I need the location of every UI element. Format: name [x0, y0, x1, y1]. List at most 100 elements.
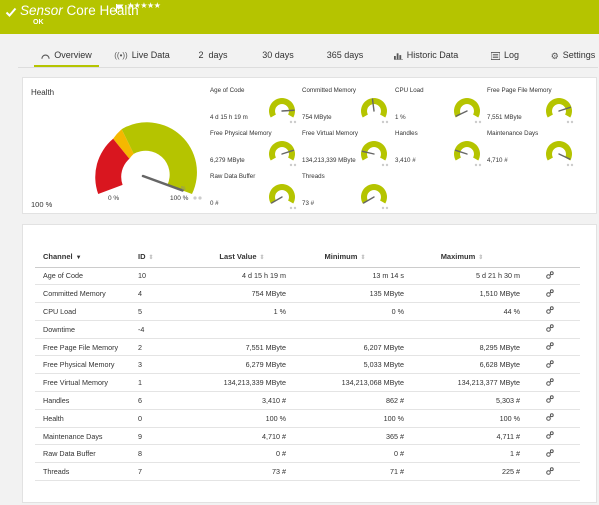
cell-channel[interactable]: Age of Code: [35, 267, 138, 286]
cell-channel[interactable]: Free Virtual Memory: [35, 373, 138, 393]
cell-channel[interactable]: Health: [35, 409, 138, 428]
cell-channel[interactable]: Committed Memory: [35, 284, 138, 304]
cell-last-value: 6,279 MByte: [198, 355, 286, 375]
tab-settings[interactable]: ⚙ Settings: [548, 43, 598, 67]
table-row[interactable]: Committed Memory 4 754 MByte 135 MByte 1,510…: [35, 284, 580, 304]
channel-settings-cell: [520, 267, 580, 286]
channel-settings-icon[interactable]: [546, 271, 554, 279]
mini-gauge-dot: [381, 163, 385, 167]
cell-channel[interactable]: Threads: [35, 462, 138, 482]
status-label: OK: [33, 19, 44, 26]
mini-gauge-value: 134,213,339 MByte: [302, 157, 356, 164]
table-row[interactable]: Raw Data Buffer 8 0 #0 #1 #: [35, 444, 580, 464]
mini-gauge-dot: [289, 120, 293, 124]
tab-live-data[interactable]: ((•)) Live Data: [114, 43, 170, 67]
health-min-label: 0 %: [108, 195, 120, 202]
channel-settings-icon[interactable]: [546, 306, 554, 315]
cell-maximum: 5 d 21 h 30 m: [404, 267, 520, 286]
channel-settings-icon[interactable]: [546, 466, 554, 475]
table-row[interactable]: Free Page File Memory 2 7,551 MByte 6,207 M…: [35, 338, 580, 357]
mini-gauge[interactable]: Free Physical Memory 6,279 MByte: [210, 129, 300, 169]
cell-channel[interactable]: Maintenance Days: [35, 427, 138, 446]
mini-gauge-name: Age of Code: [210, 87, 245, 94]
col-id[interactable]: ID ⇕: [138, 247, 198, 268]
table-row[interactable]: Downtime -4: [35, 320, 580, 339]
mini-gauge-dot: [289, 206, 293, 210]
mini-gauge-value: 7,551 MByte: [487, 114, 522, 121]
tab-30-days[interactable]: 30 days: [262, 50, 294, 60]
cell-channel[interactable]: Handles: [35, 391, 138, 410]
col-minimum[interactable]: Minimum ⇕: [286, 247, 404, 268]
mini-gauge-dot: [570, 163, 574, 167]
tab-historic-data[interactable]: Historic Data: [393, 43, 459, 67]
cell-id: 7: [138, 462, 198, 482]
cell-last-value: 4 d 15 h 19 m: [198, 267, 286, 286]
flag-icon[interactable]: [116, 4, 124, 13]
tab-overview[interactable]: Overview: [34, 43, 99, 67]
cell-channel[interactable]: Downtime: [35, 320, 138, 339]
channel-settings-icon[interactable]: [546, 413, 554, 422]
channel-settings-icon[interactable]: [546, 395, 554, 404]
cell-last-value: 1 %: [198, 302, 286, 321]
tab-2-days[interactable]: 2 days: [198, 50, 228, 60]
table-row[interactable]: Free Virtual Memory 1 134,213,339 MByte 134…: [35, 373, 580, 393]
tab-365-days[interactable]: 365 days: [326, 50, 364, 60]
mini-gauge[interactable]: Handles 3,410 #: [395, 129, 485, 169]
sort-icon: ⇕: [478, 255, 484, 262]
cell-minimum: 71 #: [286, 462, 404, 482]
table-row[interactable]: Threads 7 73 #71 #225 #: [35, 462, 580, 482]
mini-gauge-dial: [546, 98, 574, 124]
cell-channel[interactable]: Free Page File Memory: [35, 338, 138, 357]
mini-gauge-dot: [478, 120, 482, 124]
channel-settings-icon[interactable]: [546, 449, 554, 457]
channel-settings-icon[interactable]: [546, 342, 554, 350]
table-row[interactable]: Maintenance Days 9 4,710 #365 #4,711 #: [35, 427, 580, 446]
gauge-icon: [41, 54, 50, 59]
cell-maximum: 134,213,377 MByte: [404, 373, 520, 393]
mini-gauge-band: [269, 141, 295, 161]
svg-text:%: %: [181, 186, 186, 192]
table-row[interactable]: CPU Load 5 1 % 0 % 44 %: [35, 302, 580, 321]
col-last-value[interactable]: Last Value ⇕: [198, 247, 286, 268]
cell-id: 0: [138, 409, 198, 428]
cell-maximum: 4,711 #: [404, 427, 520, 446]
mini-gauge-value: 6,279 MByte: [210, 157, 245, 164]
cell-last-value: 4,710 #: [198, 427, 286, 446]
channel-settings-icon[interactable]: [546, 324, 554, 333]
col-maximum[interactable]: Maximum ⇕: [404, 247, 520, 268]
priority-stars[interactable]: ★★★★★: [127, 1, 161, 10]
table-row[interactable]: Free Physical Memory 3 6,279 MByte 5,033 MB…: [35, 355, 580, 375]
gauge-band-red: [95, 138, 130, 194]
mini-gauge[interactable]: Free Virtual Memory 134,213,339 MByte: [302, 129, 392, 169]
cell-channel[interactable]: CPU Load: [35, 302, 138, 321]
channel-settings-icon[interactable]: [546, 288, 554, 297]
mini-gauge[interactable]: Raw Data Buffer 0 #: [210, 172, 300, 212]
mini-gauge-dial: [361, 141, 389, 167]
mini-gauge-dot: [566, 120, 570, 124]
table-row[interactable]: Handles 6 3,410 #862 #5,303 #: [35, 391, 580, 410]
mini-gauge[interactable]: Maintenance Days 4,710 #: [487, 129, 577, 169]
mini-gauge-band: [361, 98, 387, 118]
mini-gauge-dial: [454, 98, 482, 124]
sort-icon: ⇕: [360, 255, 366, 262]
mini-gauge[interactable]: CPU Load 1 %: [395, 86, 485, 126]
channel-settings-icon[interactable]: [546, 377, 554, 386]
mini-gauge[interactable]: Committed Memory 754 MByte: [302, 86, 392, 126]
mini-gauge-band: [361, 184, 387, 204]
cell-minimum: [286, 320, 404, 339]
tab-log[interactable]: Log: [488, 43, 522, 67]
mini-gauge-name: Committed Memory: [302, 87, 356, 94]
mini-gauge[interactable]: Age of Code 4 d 15 h 19 m: [210, 86, 300, 126]
channel-settings-icon[interactable]: [546, 360, 554, 368]
cell-channel[interactable]: Raw Data Buffer: [35, 444, 138, 464]
cell-last-value: 3,410 #: [198, 391, 286, 410]
channel-settings-icon[interactable]: [546, 431, 554, 439]
mini-gauge[interactable]: Threads 73 #: [302, 172, 392, 212]
col-channel[interactable]: Channel ▼: [35, 247, 138, 268]
cell-channel[interactable]: Free Physical Memory: [35, 355, 138, 375]
mini-gauge[interactable]: Free Page File Memory 7,551 MByte: [487, 86, 577, 126]
table-row[interactable]: Health 0 100 % 100 % 100 %: [35, 409, 580, 428]
bar-chart-icon: [393, 52, 403, 60]
cell-minimum: 5,033 MByte: [286, 355, 404, 375]
